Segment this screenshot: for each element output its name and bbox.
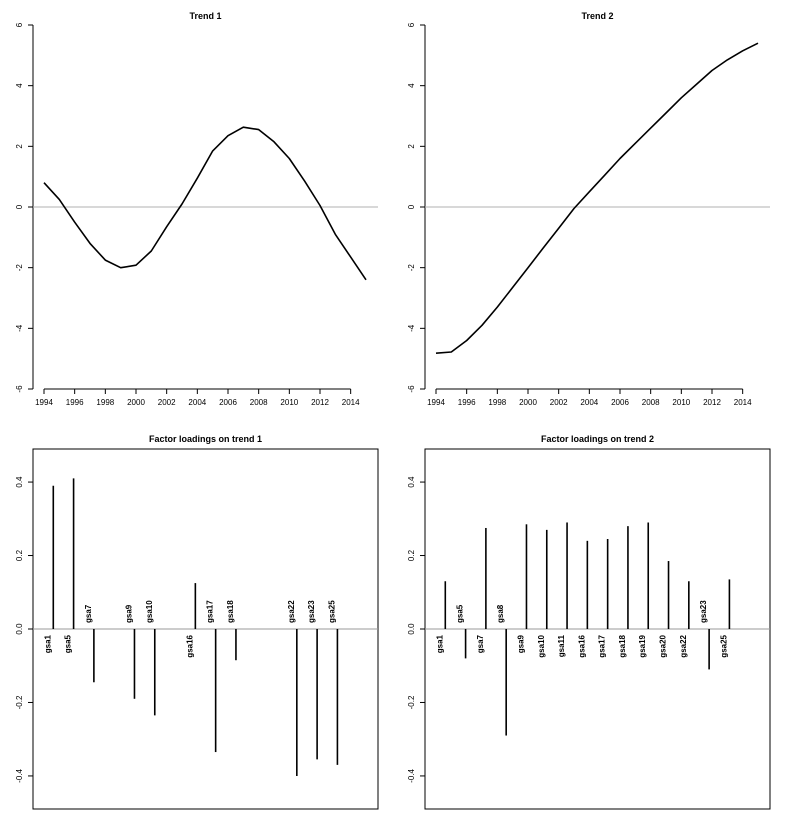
y-tick-label: -6 <box>15 385 24 393</box>
y-tick-label: -2 <box>407 264 416 272</box>
chart-panel-3: Factor loadings on trend 1 -0.4 -0.2 0.0 0.2… <box>15 434 379 810</box>
loading-label: gsa7 <box>84 604 93 623</box>
y-tick-label: -4 <box>15 324 24 332</box>
x-tick-label: 2000 <box>127 398 145 407</box>
x-tick-label: 2014 <box>342 398 360 407</box>
y-tick-label: 6 <box>407 22 416 27</box>
loading-label: gsa9 <box>516 634 525 653</box>
x-tick-label: 2006 <box>219 398 237 407</box>
y-tick-label: -6 <box>407 385 416 393</box>
loading-label: gsa5 <box>64 634 73 653</box>
chart-title: Trend 1 <box>189 11 221 21</box>
loading-label: gsa23 <box>307 600 316 623</box>
x-tick-label: 2014 <box>734 398 752 407</box>
x-tick-label: 1994 <box>35 398 53 407</box>
y-tick-label: 2 <box>407 144 416 149</box>
loading-label: gsa7 <box>476 634 485 653</box>
loading-label: gsa16 <box>185 634 194 657</box>
chart-panel-2: Trend 2 -6 -4 -2 0 2 4 6 1994 1996 1998 2000 2002 200… <box>407 11 770 407</box>
x-tick-label: 1998 <box>488 398 506 407</box>
y-tick-label: -2 <box>15 264 24 272</box>
chart-panel-1: Trend 1 -6 -4 -2 0 2 4 6 1994 1996 1998 2000 2002 200… <box>15 11 378 407</box>
loading-label: gsa11 <box>557 634 566 657</box>
loading-label: gsa23 <box>699 600 708 623</box>
chart-title: Trend 2 <box>581 11 613 21</box>
x-tick-label: 2010 <box>280 398 298 407</box>
y-tick-label: 6 <box>15 22 24 27</box>
x-tick-label: 2000 <box>519 398 537 407</box>
loading-label: gsa18 <box>618 634 627 657</box>
chart-title: Factor loadings on trend 2 <box>541 434 654 444</box>
x-tick-label: 1996 <box>458 398 476 407</box>
x-tick-label: 2012 <box>311 398 329 407</box>
y-tick-label: -0.4 <box>15 769 24 783</box>
loading-label: gsa1 <box>435 634 444 653</box>
x-tick-label: 2008 <box>642 398 660 407</box>
x-tick-label: 2002 <box>550 398 568 407</box>
loading-label: gsa1 <box>43 634 52 653</box>
y-tick-label: 0 <box>15 204 24 209</box>
loading-label: gsa5 <box>456 604 465 623</box>
loading-label: gsa25 <box>327 600 336 623</box>
trend-line <box>43 126 367 281</box>
loading-label: gsa22 <box>287 600 296 623</box>
chart-panel-4: Factor loadings on trend 2 -0.4 -0.2 0.0 0.2… <box>407 434 771 810</box>
y-tick-label: 0.2 <box>407 549 416 561</box>
x-tick-label: 2010 <box>672 398 690 407</box>
loading-label: gsa9 <box>124 604 133 623</box>
loading-label: gsa10 <box>145 600 154 623</box>
trend-line <box>435 42 759 354</box>
x-tick-label: 1998 <box>96 398 114 407</box>
x-tick-label: 1996 <box>66 398 84 407</box>
x-tick-label: 2012 <box>703 398 721 407</box>
y-tick-label: 4 <box>407 83 416 88</box>
y-tick-label: -4 <box>407 324 416 332</box>
loading-label: gsa18 <box>226 600 235 623</box>
loading-label: gsa17 <box>598 634 607 657</box>
x-tick-label: 2006 <box>611 398 629 407</box>
y-tick-label: 0.0 <box>407 623 416 635</box>
x-tick-label: 1994 <box>427 398 445 407</box>
y-tick-label: -0.2 <box>15 695 24 709</box>
x-tick-label: 2008 <box>250 398 268 407</box>
x-tick-label: 2004 <box>188 398 206 407</box>
y-tick-label: 4 <box>15 83 24 88</box>
y-tick-label: 0.4 <box>407 476 416 488</box>
chart-title: Factor loadings on trend 1 <box>149 434 262 444</box>
loading-label: gsa10 <box>537 634 546 657</box>
loading-label: gsa22 <box>679 634 688 657</box>
y-tick-label: 0.2 <box>15 549 24 561</box>
y-tick-label: 0 <box>407 204 416 209</box>
loading-label: gsa8 <box>496 604 505 623</box>
x-tick-label: 2004 <box>580 398 598 407</box>
y-tick-label: 0.4 <box>15 476 24 488</box>
loading-label: gsa16 <box>577 634 586 657</box>
x-tick-label: 2002 <box>158 398 176 407</box>
y-tick-label: 2 <box>15 144 24 149</box>
y-tick-label: -0.2 <box>407 695 416 709</box>
loading-label: gsa19 <box>638 634 647 657</box>
y-tick-label: -0.4 <box>407 769 416 783</box>
loading-label: gsa17 <box>206 600 215 623</box>
loading-label: gsa25 <box>719 634 728 657</box>
loading-label: gsa20 <box>659 634 668 657</box>
y-tick-label: 0.0 <box>15 623 24 635</box>
